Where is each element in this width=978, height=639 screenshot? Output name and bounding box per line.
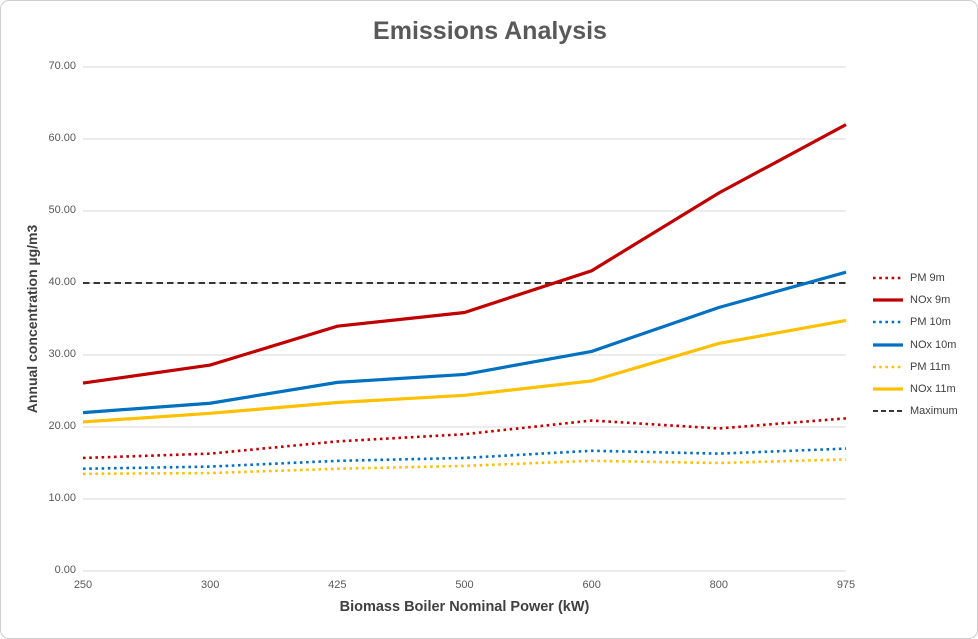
legend-label: NOx 10m (910, 338, 957, 351)
legend-swatch-solid-line-icon (873, 387, 903, 391)
legend-swatch-solid-line-icon (873, 343, 903, 347)
y-tick-label: 20.00 (48, 420, 76, 432)
legend-item-nox-11m: NOx 11m (873, 378, 977, 400)
legend-swatch-dashed-line-icon (873, 410, 903, 413)
y-tick-label: 40.00 (48, 276, 76, 288)
legend-label: PM 10m (910, 316, 951, 329)
legend-item-pm-9m: PM 9m (873, 267, 977, 289)
y-tick-label: 70.00 (48, 60, 76, 72)
legend-item-nox-9m: NOx 9m (873, 289, 977, 311)
series-line-pm-9m (82, 417, 847, 460)
x-tick-label: 500 (455, 579, 474, 591)
chart-title: Emissions Analysis (373, 17, 607, 45)
series-line-nox-11m (82, 318, 847, 424)
x-axis-title: Biomass Boiler Nominal Power (kW) (339, 599, 590, 615)
legend-swatch-dotted-line-icon (873, 276, 903, 280)
legend-label: NOx 11m (910, 383, 956, 396)
y-tick-label: 60.00 (48, 132, 76, 144)
series-line-pm-10m (82, 447, 847, 471)
legend-swatch-dotted-line-icon (873, 321, 903, 324)
x-tick-label: 300 (200, 579, 220, 591)
y-tick-label: 10.00 (48, 492, 76, 504)
legend-label: Maximum (910, 405, 958, 418)
y-tick-label: 0.00 (54, 564, 76, 576)
legend-swatch-dotted-line-icon (873, 365, 903, 369)
series-line-nox-10m (82, 270, 847, 415)
legend: PM 9m NOx 9m PM 10m NOx 10m PM 11m NOx 11m Max… (873, 267, 977, 422)
legend-swatch-solid-line-icon (873, 298, 903, 302)
legend-item-maximum: Maximum (873, 400, 977, 422)
legend-item-pm-10m: PM 10m (873, 311, 977, 333)
x-tick-label: 600 (582, 579, 601, 591)
x-tick-label: 250 (73, 579, 93, 591)
legend-label: PM 9m (910, 272, 945, 285)
legend-item-pm-11m: PM 11m (873, 356, 977, 378)
x-tick-label: 800 (709, 579, 728, 591)
series-line-pm-11m (82, 458, 847, 476)
y-axis-title: Annual concentration µg/m3 (24, 224, 40, 414)
y-tick-label: 30.00 (48, 348, 76, 360)
legend-label: PM 11m (910, 360, 951, 373)
y-tick-label: 50.00 (48, 204, 76, 216)
series-line-nox-9m (82, 123, 847, 385)
x-tick-label: 975 (836, 579, 856, 591)
legend-label: NOx 9m (910, 294, 951, 307)
x-tick-label: 425 (328, 579, 347, 591)
legend-item-nox-10m: NOx 10m (873, 334, 977, 356)
